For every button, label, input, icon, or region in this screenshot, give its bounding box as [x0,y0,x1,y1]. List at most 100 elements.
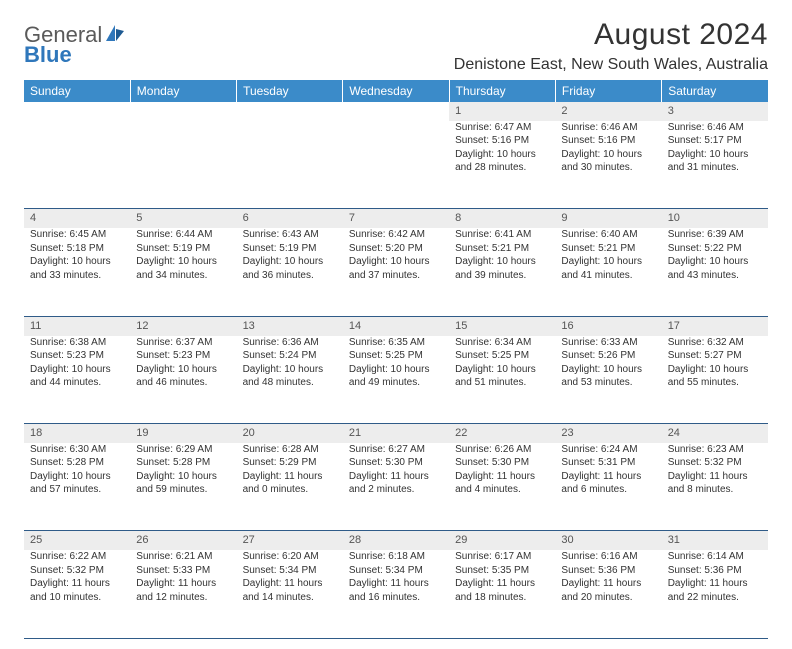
weekday-header: Thursday [449,80,555,102]
day-cell: Sunrise: 6:28 AMSunset: 5:29 PMDaylight:… [237,443,343,531]
day-number-cell: 7 [343,209,449,228]
day-cell: Sunrise: 6:29 AMSunset: 5:28 PMDaylight:… [130,443,236,531]
daylight-text: and 20 minutes. [561,591,655,605]
day-cell: Sunrise: 6:40 AMSunset: 5:21 PMDaylight:… [555,228,661,316]
day-number: 4 [30,211,124,226]
day-number: 9 [561,211,655,226]
day-number: 25 [30,533,124,548]
day-number: 23 [561,426,655,441]
day-cell: Sunrise: 6:35 AMSunset: 5:25 PMDaylight:… [343,336,449,424]
daylight-text: Daylight: 10 hours [30,470,124,484]
daylight-text: Daylight: 10 hours [561,148,655,162]
day-cell: Sunrise: 6:46 AMSunset: 5:17 PMDaylight:… [662,121,768,209]
day-number: 18 [30,426,124,441]
daylight-text: Daylight: 11 hours [668,470,762,484]
day-cell: Sunrise: 6:22 AMSunset: 5:32 PMDaylight:… [24,550,130,638]
day-number-cell: 20 [237,424,343,443]
sunset-text: Sunset: 5:36 PM [561,564,655,578]
day-number-cell: 9 [555,209,661,228]
day-cell: Sunrise: 6:45 AMSunset: 5:18 PMDaylight:… [24,228,130,316]
day-number-cell [343,102,449,121]
day-number-cell: 8 [449,209,555,228]
day-cell: Sunrise: 6:42 AMSunset: 5:20 PMDaylight:… [343,228,449,316]
day-cell: Sunrise: 6:24 AMSunset: 5:31 PMDaylight:… [555,443,661,531]
day-number: 16 [561,319,655,334]
daylight-text: and 57 minutes. [30,483,124,497]
sunrise-text: Sunrise: 6:29 AM [136,443,230,457]
day-number-cell: 26 [130,531,236,550]
daylight-text: Daylight: 11 hours [561,470,655,484]
sunset-text: Sunset: 5:24 PM [243,349,337,363]
day-number-cell: 4 [24,209,130,228]
day-number: 21 [349,426,443,441]
daylight-text: and 41 minutes. [561,269,655,283]
daylight-text: Daylight: 11 hours [455,577,549,591]
sunrise-text: Sunrise: 6:14 AM [668,550,762,564]
sunrise-text: Sunrise: 6:37 AM [136,336,230,350]
sunset-text: Sunset: 5:25 PM [349,349,443,363]
day-number-cell: 3 [662,102,768,121]
sunrise-text: Sunrise: 6:16 AM [561,550,655,564]
daylight-text: and 37 minutes. [349,269,443,283]
day-cell [237,121,343,209]
sunrise-text: Sunrise: 6:43 AM [243,228,337,242]
day-number: 28 [349,533,443,548]
weekday-header: Friday [555,80,661,102]
daylight-text: Daylight: 10 hours [561,363,655,377]
sunset-text: Sunset: 5:16 PM [561,134,655,148]
daylight-text: and 49 minutes. [349,376,443,390]
sunrise-text: Sunrise: 6:32 AM [668,336,762,350]
day-number-cell: 12 [130,316,236,335]
daylight-text: Daylight: 10 hours [455,148,549,162]
daylight-text: and 34 minutes. [136,269,230,283]
sunset-text: Sunset: 5:35 PM [455,564,549,578]
daylight-text: and 43 minutes. [668,269,762,283]
day-number-cell: 16 [555,316,661,335]
day-cell: Sunrise: 6:26 AMSunset: 5:30 PMDaylight:… [449,443,555,531]
day-number: 19 [136,426,230,441]
weekday-header: Sunday [24,80,130,102]
sunset-text: Sunset: 5:31 PM [561,456,655,470]
day-number: 26 [136,533,230,548]
daylight-text: Daylight: 11 hours [561,577,655,591]
day-number: 6 [243,211,337,226]
sunset-text: Sunset: 5:25 PM [455,349,549,363]
daylight-text: and 39 minutes. [455,269,549,283]
day-number: 1 [455,104,549,119]
day-number: 24 [668,426,762,441]
day-cell: Sunrise: 6:36 AMSunset: 5:24 PMDaylight:… [237,336,343,424]
day-number: 12 [136,319,230,334]
calendar-page: General August 2024 Denistone East, New … [0,0,792,649]
sunset-text: Sunset: 5:34 PM [243,564,337,578]
day-cell [343,121,449,209]
day-number: 13 [243,319,337,334]
sunset-text: Sunset: 5:20 PM [349,242,443,256]
day-cell: Sunrise: 6:21 AMSunset: 5:33 PMDaylight:… [130,550,236,638]
daylight-text: Daylight: 11 hours [136,577,230,591]
day-cell: Sunrise: 6:44 AMSunset: 5:19 PMDaylight:… [130,228,236,316]
day-number-cell: 19 [130,424,236,443]
daylight-text: and 6 minutes. [561,483,655,497]
sunrise-text: Sunrise: 6:26 AM [455,443,549,457]
sunset-text: Sunset: 5:19 PM [243,242,337,256]
daylight-text: and 51 minutes. [455,376,549,390]
day-cell: Sunrise: 6:14 AMSunset: 5:36 PMDaylight:… [662,550,768,638]
day-number: 2 [561,104,655,119]
day-number: 15 [455,319,549,334]
daylight-text: and 16 minutes. [349,591,443,605]
sunset-text: Sunset: 5:23 PM [30,349,124,363]
day-number: 27 [243,533,337,548]
day-number-cell: 27 [237,531,343,550]
daylight-text: Daylight: 11 hours [349,470,443,484]
sunrise-text: Sunrise: 6:27 AM [349,443,443,457]
sunset-text: Sunset: 5:21 PM [561,242,655,256]
sunrise-text: Sunrise: 6:21 AM [136,550,230,564]
day-number: 14 [349,319,443,334]
day-cell: Sunrise: 6:37 AMSunset: 5:23 PMDaylight:… [130,336,236,424]
sunset-text: Sunset: 5:28 PM [30,456,124,470]
daylight-text: and 36 minutes. [243,269,337,283]
daylight-text: Daylight: 10 hours [243,363,337,377]
daylight-text: and 46 minutes. [136,376,230,390]
daylight-text: Daylight: 10 hours [668,148,762,162]
daylight-text: Daylight: 10 hours [243,255,337,269]
